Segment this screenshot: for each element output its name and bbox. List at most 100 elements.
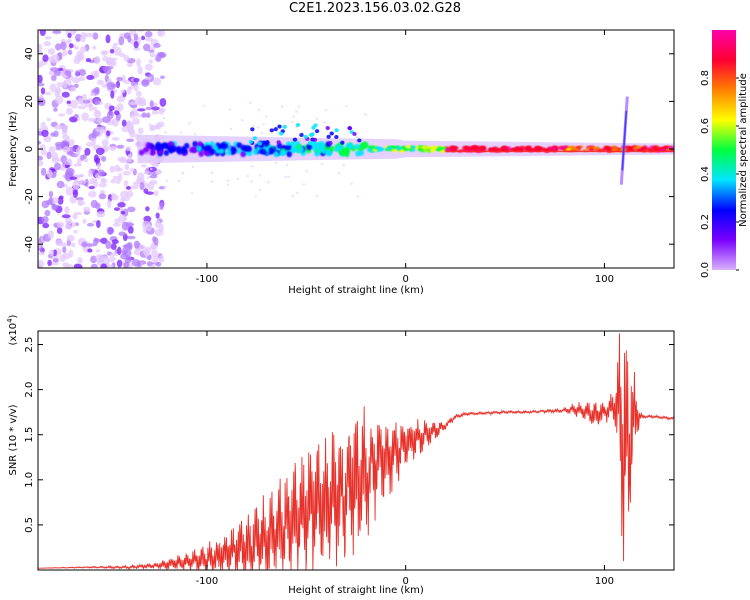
spectral-blob <box>311 125 316 130</box>
noise-blob <box>77 257 83 264</box>
noise-blob <box>72 229 78 234</box>
noise-blob <box>144 76 152 80</box>
noise-dot <box>259 174 262 177</box>
noise-dot <box>258 188 261 192</box>
noise-blob <box>40 149 48 156</box>
spectral-blob <box>252 136 258 141</box>
noise-blob <box>47 48 55 55</box>
noise-blob <box>116 95 126 103</box>
noise-blob <box>112 42 119 46</box>
noise-blob <box>58 195 64 200</box>
noise-blob <box>92 45 97 50</box>
noise-blob <box>64 224 73 230</box>
noise-blob <box>48 190 54 198</box>
noise-blob <box>118 231 126 236</box>
noise-blob <box>51 74 57 81</box>
noise-blob <box>61 242 67 248</box>
noise-dot <box>241 119 244 122</box>
noise-blob <box>62 252 71 260</box>
spectral-line-blob <box>244 145 251 152</box>
noise-blob <box>95 220 101 229</box>
noise-dot <box>164 185 167 188</box>
noise-blob <box>119 190 129 199</box>
noise-dot <box>345 104 348 108</box>
noise-dot <box>236 177 239 181</box>
noise-blob <box>41 129 49 138</box>
noise-blob <box>107 199 112 209</box>
spectral-blob <box>273 127 278 132</box>
noise-dot <box>146 176 150 180</box>
noise-blob <box>127 35 132 43</box>
noise-blob <box>90 137 97 142</box>
noise-blob <box>79 35 86 43</box>
noise-blob <box>62 146 71 153</box>
noise-blob <box>38 155 44 161</box>
noise-blob <box>80 154 85 161</box>
noise-blob <box>87 169 93 178</box>
noise-blob <box>69 176 78 180</box>
noise-blob <box>108 105 115 111</box>
noise-blob <box>126 235 136 240</box>
noise-blob <box>149 126 156 130</box>
snr-x-ticks: -100 0 100 <box>196 331 614 587</box>
noise-blob <box>96 162 101 171</box>
noise-blob <box>80 45 87 53</box>
spectral-line-blob <box>336 144 343 151</box>
spectral-line-blob <box>276 142 283 149</box>
noise-blob <box>43 135 52 143</box>
noise-blob <box>106 81 116 90</box>
colorbar-tick-label: 0.6 <box>700 118 711 134</box>
noise-blob <box>144 63 153 71</box>
noise-blob <box>74 70 80 77</box>
y-tick-label: 0 <box>24 146 35 152</box>
noise-blob <box>146 112 151 119</box>
noise-blob <box>95 254 104 261</box>
spectral-blob <box>325 126 330 131</box>
noise-blob <box>97 169 105 177</box>
noise-blob <box>142 220 150 225</box>
noise-blob <box>151 110 159 115</box>
noise-dot <box>267 181 270 184</box>
noise-blob <box>109 48 115 54</box>
spectral-blob <box>307 141 313 146</box>
noise-dot <box>355 135 359 139</box>
noise-blob <box>77 145 83 152</box>
snr-x-axis-label: Height of straight line (km) <box>288 585 424 596</box>
noise-blob <box>62 246 67 254</box>
noise-blob <box>110 252 118 257</box>
spectral-line-blob <box>430 147 437 151</box>
noise-blob <box>158 255 165 263</box>
noise-blob <box>92 106 98 111</box>
noise-blob <box>64 160 73 166</box>
noise-blob <box>112 223 121 227</box>
noise-dot <box>166 179 169 182</box>
noise-blob <box>84 103 93 108</box>
noise-blob <box>78 76 86 82</box>
spectral-line-blob <box>594 146 601 150</box>
spectral-line-blob <box>181 147 188 154</box>
noise-blob <box>133 41 139 49</box>
noise-blob <box>40 167 47 176</box>
noise-dot <box>150 167 153 171</box>
noise-blob <box>100 237 108 244</box>
noise-blob <box>88 185 96 190</box>
noise-blob <box>70 30 78 34</box>
y-tick-label: 40 <box>24 47 35 60</box>
spectral-line-blob <box>329 145 335 152</box>
noise-blob <box>107 256 116 263</box>
noise-dot <box>229 127 233 131</box>
noise-dot <box>287 175 290 178</box>
spectral-line-blob <box>606 146 612 150</box>
noise-dot <box>302 183 305 186</box>
noise-dot <box>296 192 299 195</box>
noise-blob <box>106 130 111 137</box>
y-tick-label: 2.5 <box>24 337 35 353</box>
spectral-line-blob <box>204 145 211 152</box>
noise-blob <box>67 32 72 39</box>
noise-blob <box>83 206 91 213</box>
noise-blob <box>38 241 42 248</box>
spectral-line-blob <box>161 142 168 149</box>
noise-blob <box>73 113 79 119</box>
noise-dot <box>250 180 253 183</box>
noise-blob <box>102 116 111 123</box>
